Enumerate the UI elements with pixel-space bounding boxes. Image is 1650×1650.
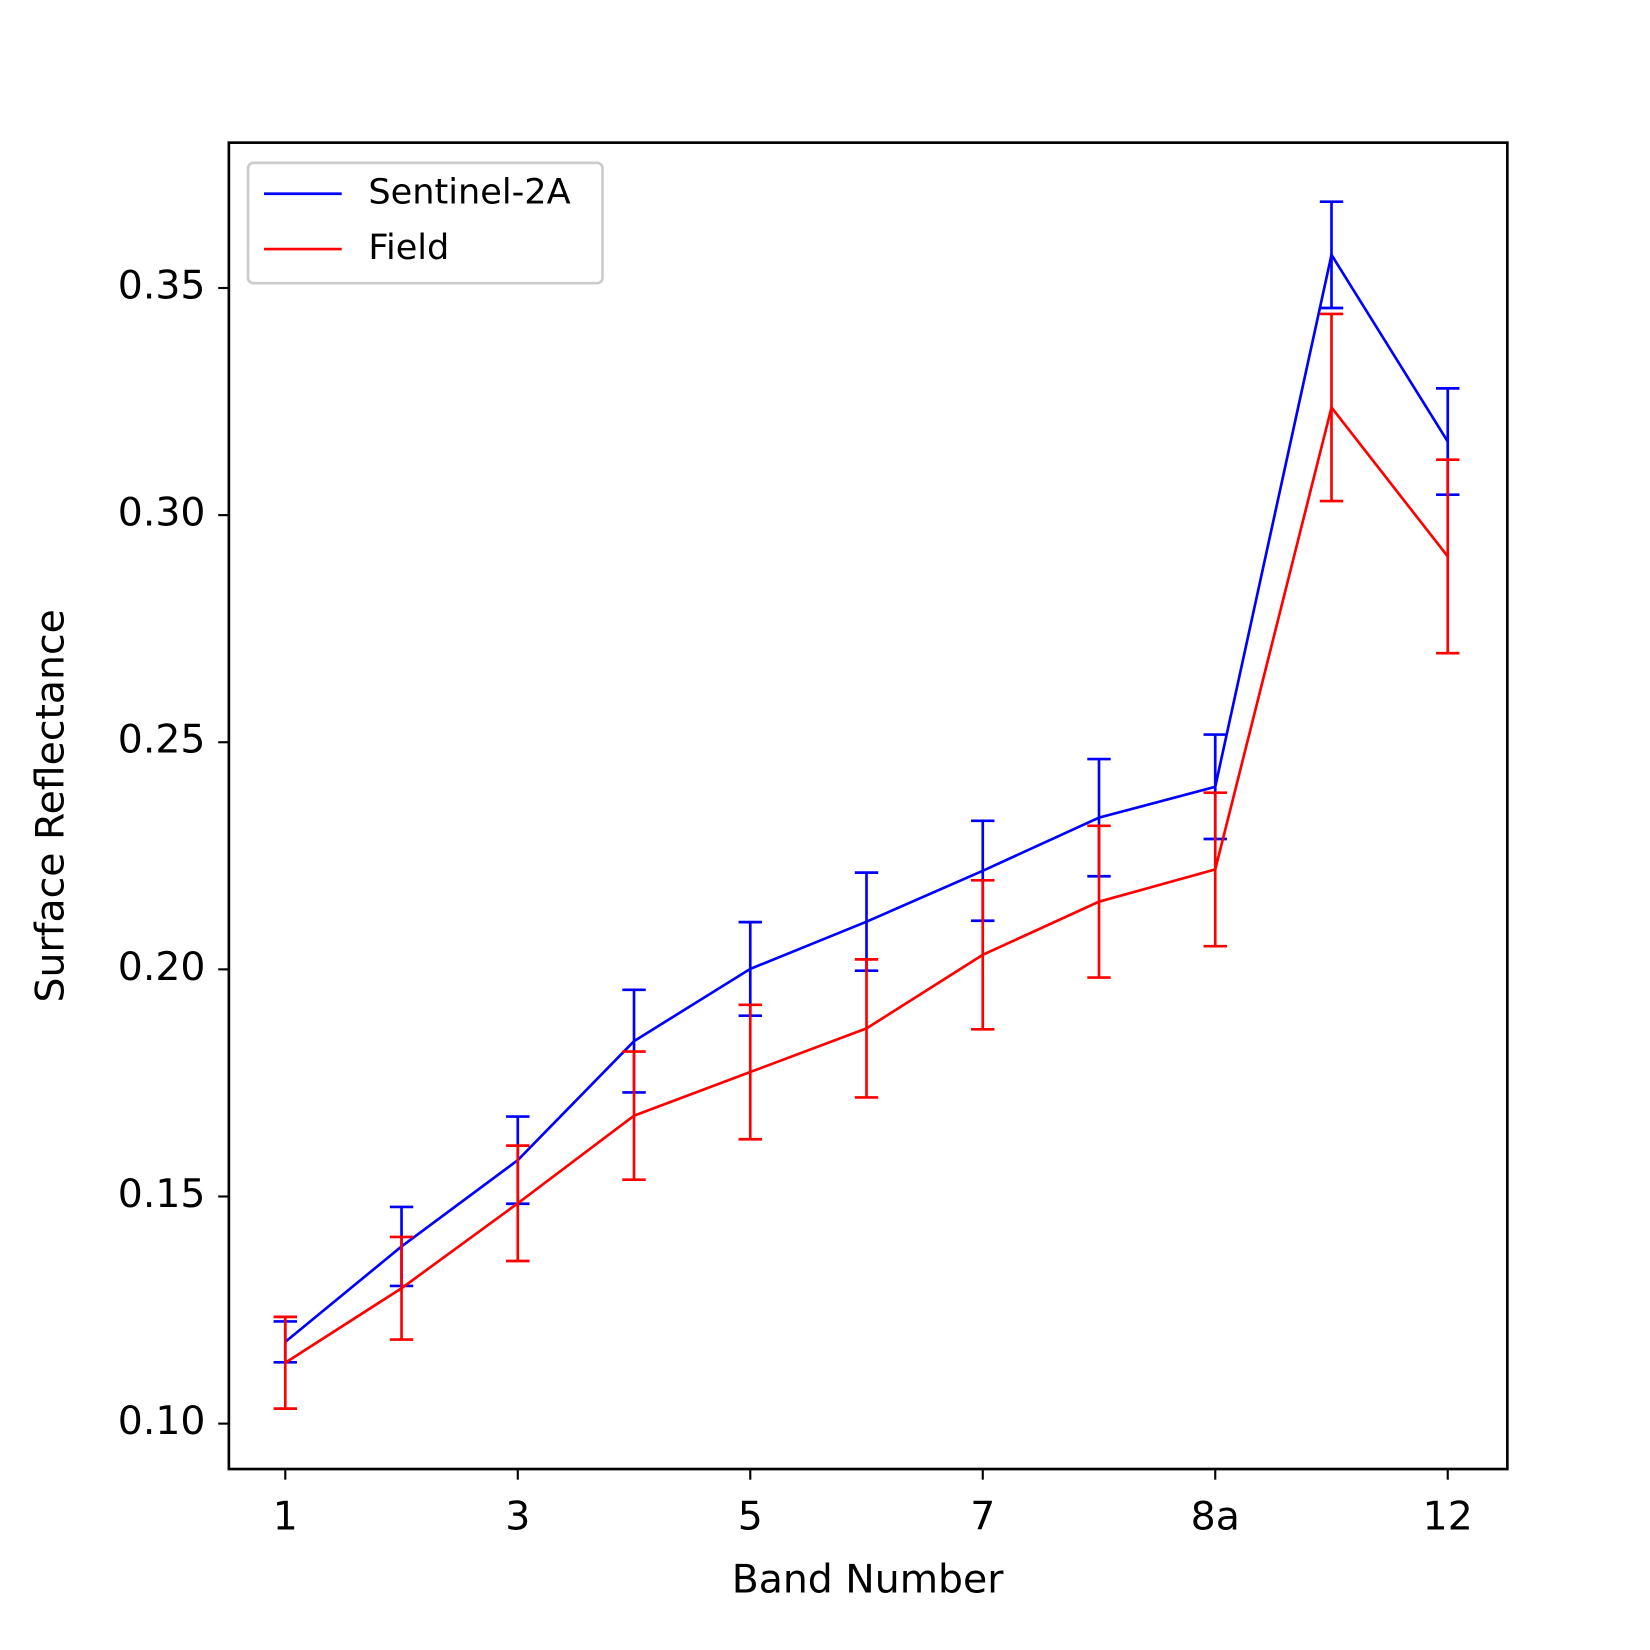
legend-label: Field	[368, 227, 449, 268]
x-tick-label: 1	[273, 1494, 298, 1540]
y-axis-label: Surface Reflectance	[28, 609, 74, 1002]
y-tick-label: 0.20	[118, 944, 206, 990]
series-line	[284, 251, 1449, 1343]
y-tick-label: 0.35	[118, 263, 206, 309]
error-bar	[1436, 458, 1460, 655]
x-axis-label: Band Number	[732, 1556, 1005, 1602]
legend-label: Sentinel-2A	[368, 172, 570, 213]
y-tick-label: 0.10	[118, 1398, 206, 1444]
x-tick-label: 8a	[1191, 1494, 1240, 1540]
x-tick-label: 5	[738, 1494, 763, 1540]
y-tick-label: 0.15	[118, 1171, 206, 1217]
error-bar	[273, 1315, 297, 1410]
y-tick-label: 0.25	[118, 717, 206, 763]
x-tick-label: 7	[970, 1494, 995, 1540]
series-line	[284, 404, 1449, 1364]
x-tick-label: 3	[505, 1494, 530, 1540]
x-tick-label: 12	[1423, 1494, 1473, 1540]
plot-frame	[227, 141, 1509, 1471]
y-tick-label: 0.30	[118, 490, 206, 536]
